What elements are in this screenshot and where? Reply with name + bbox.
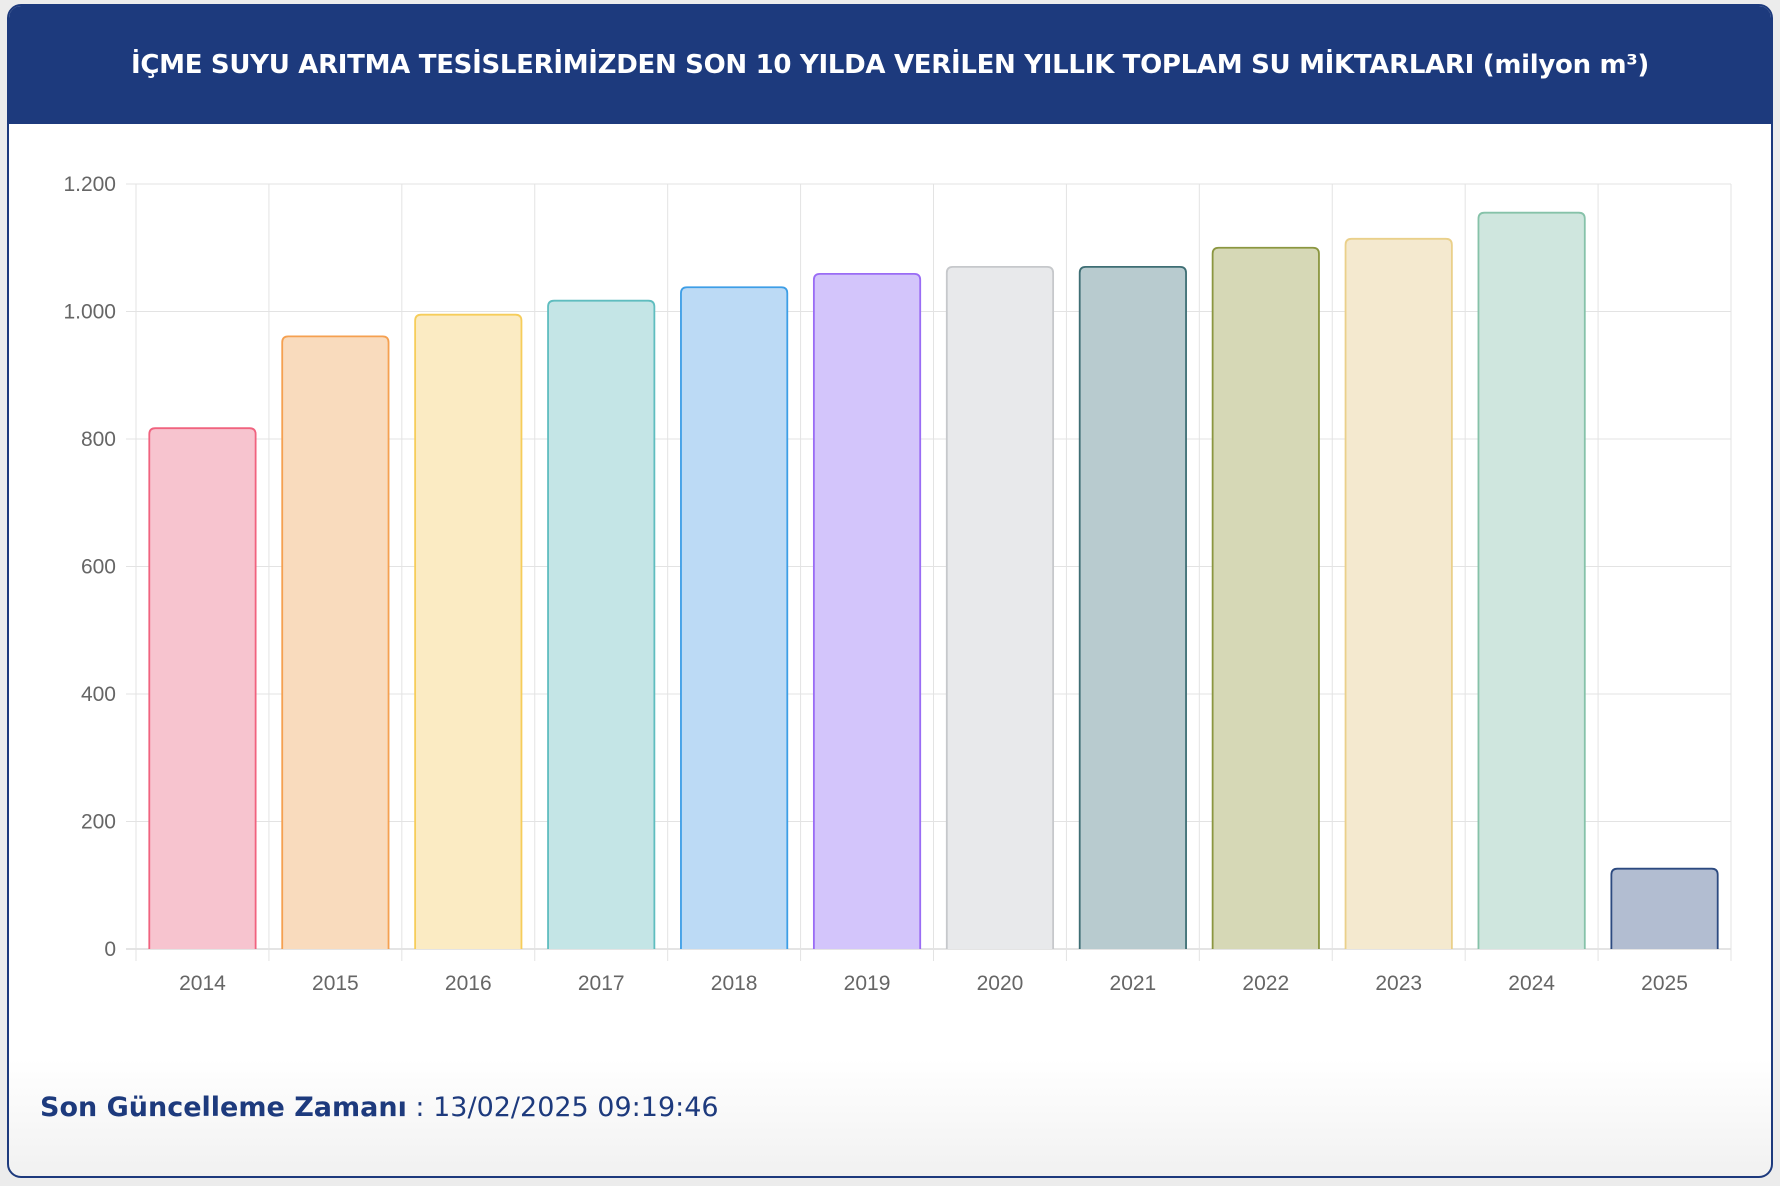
y-tick-label: 200 — [81, 811, 116, 834]
y-tick-label: 800 — [81, 428, 116, 451]
bar-2025 — [1611, 868, 1718, 949]
x-tick-label: 2021 — [1110, 972, 1157, 995]
bar-border-2024 — [1477, 211, 1586, 949]
bar-2020 — [946, 266, 1054, 949]
bar-2021 — [1079, 266, 1187, 949]
y-tick-label: 400 — [81, 683, 116, 706]
x-tick-label: 2015 — [312, 972, 359, 995]
x-tick-label: 2017 — [578, 972, 625, 995]
x-tick-label: 2019 — [844, 972, 891, 995]
last-update-timestamp: 13/02/2025 09:19:46 — [433, 1092, 719, 1123]
bar-2018 — [680, 287, 788, 949]
bar-border-2018 — [680, 286, 789, 949]
bar-2017 — [548, 300, 655, 950]
bar-border-2016 — [414, 313, 523, 949]
x-tick-label: 2022 — [1242, 972, 1289, 995]
bar-border-2023 — [1344, 237, 1453, 949]
y-tick-label: 1.200 — [63, 173, 116, 196]
bar-border-2025 — [1610, 867, 1719, 949]
x-tick-label: 2016 — [445, 972, 492, 995]
x-tick-label: 2023 — [1375, 972, 1422, 995]
x-tick-label: 2024 — [1508, 972, 1555, 995]
last-update-separator: : — [406, 1092, 434, 1123]
y-tick-label: 600 — [81, 556, 116, 579]
bar-2024 — [1478, 212, 1585, 949]
last-update-label: Son Güncelleme Zamanı — [40, 1092, 407, 1123]
x-tick-label: 2025 — [1641, 972, 1688, 995]
y-tick-label: 0 — [104, 938, 116, 961]
bar-border-2014 — [148, 427, 257, 949]
bar-2019 — [813, 273, 921, 949]
bar-border-2022 — [1211, 246, 1320, 949]
bar-border-2015 — [281, 335, 390, 949]
bar-border-2020 — [945, 265, 1055, 949]
x-tick-label: 2014 — [179, 972, 226, 995]
chart-title: İÇME SUYU ARITMA TESİSLERİMİZDEN SON 10 … — [9, 6, 1771, 124]
bar-2022 — [1212, 247, 1319, 949]
x-tick-label: 2018 — [711, 972, 758, 995]
bar-2014 — [149, 428, 256, 950]
y-tick-label: 1.000 — [63, 301, 116, 324]
bar-2015 — [282, 336, 389, 949]
bar-border-2019 — [812, 272, 922, 949]
bar-border-2017 — [547, 299, 656, 949]
x-tick-label: 2020 — [977, 972, 1024, 995]
last-update: Son Güncelleme Zamanı : 13/02/2025 09:19… — [40, 1092, 719, 1123]
bar-2023 — [1345, 238, 1452, 949]
bar-border-2021 — [1078, 265, 1187, 949]
bar-2016 — [415, 314, 522, 949]
